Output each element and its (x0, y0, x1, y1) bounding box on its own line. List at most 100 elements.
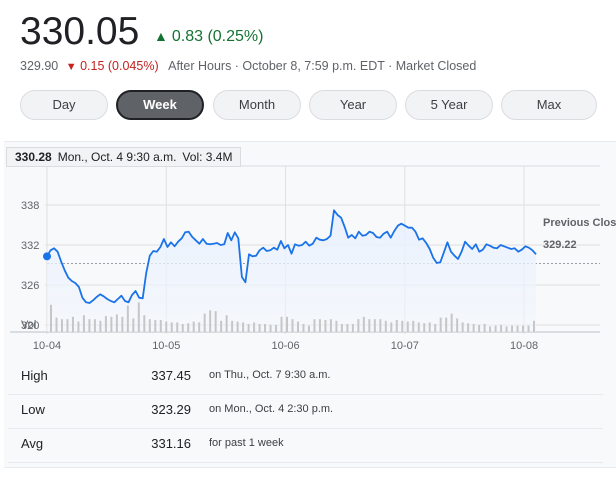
volume-bar (88, 319, 91, 332)
y-tick-label: 338 (21, 200, 39, 212)
stat-value: 337.45 (151, 368, 191, 383)
tab-5-year[interactable]: 5 Year (405, 90, 493, 120)
volume-bar (368, 319, 371, 332)
volume-bar (302, 324, 305, 332)
tooltip-volume: Vol: 3.4M (182, 150, 233, 164)
stock-chart[interactable]: 338 332 326 320 10-04 10-05 10-06 10-07 10-08 Pre… (0, 160, 616, 360)
volume-bar (220, 320, 223, 332)
volume-bar (351, 324, 354, 332)
volume-bar (456, 318, 459, 332)
y-tick-label: 326 (21, 280, 39, 292)
volume-bar (291, 319, 294, 332)
volume-bar (55, 317, 58, 332)
x-tick-label: 10-06 (271, 340, 299, 352)
volume-bar (154, 320, 157, 332)
hover-tooltip: 330.28 Mon., Oct. 4 9:30 a.m. Vol: 3.4M (6, 147, 242, 167)
volume-bar (66, 319, 69, 332)
tooltip-time: Mon., Oct. 4 9:30 a.m. (57, 150, 177, 164)
volume-bar (247, 324, 250, 332)
volume-bar (71, 316, 74, 332)
volume-bar (324, 320, 327, 332)
tab-max[interactable]: Max (501, 90, 597, 120)
volume-bar (214, 311, 217, 332)
volume-bar (401, 320, 404, 332)
tab-week[interactable]: Week (116, 90, 204, 120)
volume-bar (296, 321, 299, 332)
after-hours-change-value: 0.15 (0.045%) (80, 59, 159, 73)
volume-bar (461, 322, 464, 332)
volume-bar (275, 324, 278, 332)
current-price: 330.05 (20, 10, 140, 53)
stat-row-low: Low 323.29 on Mon., Oct. 4 2:30 p.m. (8, 394, 603, 429)
after-hours-change: ▼ 0.15 (0.045%) (66, 59, 159, 73)
volume-bar (467, 323, 470, 332)
volume-bar (242, 322, 245, 332)
volume-bar (346, 324, 349, 332)
volume-bar (209, 310, 212, 332)
volume-bar (533, 320, 535, 332)
price-area (47, 210, 536, 332)
volume-bar (181, 324, 184, 332)
volume-bar (516, 325, 519, 332)
x-tick-label: 10-05 (152, 340, 180, 352)
volume-bar (417, 322, 420, 332)
volume-bar (50, 304, 52, 332)
after-hours-price: 329.90 (20, 59, 59, 73)
volume-bar (511, 325, 514, 332)
volume-bar (82, 315, 85, 332)
stat-value: 323.29 (151, 402, 191, 417)
volume-bar (159, 320, 162, 332)
tooltip-price: 330.28 (15, 150, 52, 164)
volume-bar (500, 324, 503, 332)
volume-bar (357, 319, 360, 332)
volume-bar (395, 320, 398, 332)
volume-bar (99, 320, 102, 332)
volume-bar (412, 320, 415, 332)
x-tick-label: 10-07 (391, 340, 419, 352)
volume-bar (115, 314, 118, 332)
price-change-value: 0.83 (0.25%) (171, 28, 264, 45)
volume-bar (198, 322, 201, 332)
volume-bar (494, 325, 497, 332)
volume-bar (148, 319, 151, 332)
volume-bar (225, 315, 228, 332)
tab-year[interactable]: Year (309, 90, 397, 120)
stat-label: Low (21, 402, 45, 417)
volume-bar (170, 322, 173, 332)
volume-bar (203, 313, 206, 332)
up-arrow-icon: ▲ (154, 28, 168, 44)
volume-bar (445, 317, 448, 332)
volume-bar (390, 322, 393, 332)
volume-bar (423, 323, 426, 332)
down-arrow-icon: ▼ (65, 61, 77, 73)
volume-bar (428, 322, 431, 332)
volume-bar (192, 321, 195, 332)
price-change: ▲ 0.83 (0.25%) (154, 28, 263, 46)
volume-bar (269, 324, 272, 332)
after-hours-line: 329.90 ▼ 0.15 (0.045%) After Hours · Oct… (20, 59, 476, 73)
volume-axis-label: Vol (21, 319, 36, 331)
stat-label: Avg (21, 436, 44, 451)
volume-bar (280, 316, 283, 332)
previous-close-label: Previous Close: (543, 217, 616, 229)
tab-day[interactable]: Day (20, 90, 108, 120)
volume-bar (187, 323, 190, 332)
volume-bar (439, 317, 442, 332)
volume-bar (60, 319, 63, 332)
volume-bar (362, 316, 365, 332)
volume-bar (340, 324, 343, 332)
volume-bar (110, 316, 113, 332)
volume-bar (478, 324, 481, 332)
volume-bar (489, 326, 492, 332)
volume-bar (137, 302, 140, 332)
stat-note: on Mon., Oct. 4 2:30 p.m. (209, 403, 334, 415)
volume-bar (231, 320, 234, 332)
volume-bar (472, 324, 475, 332)
volume-bar (307, 325, 310, 332)
volume-bar (104, 316, 107, 332)
stat-label: High (21, 368, 48, 383)
volume-bar (264, 324, 267, 332)
tab-month[interactable]: Month (213, 90, 301, 120)
volume-bar (253, 322, 256, 332)
volume-bar (126, 305, 129, 332)
